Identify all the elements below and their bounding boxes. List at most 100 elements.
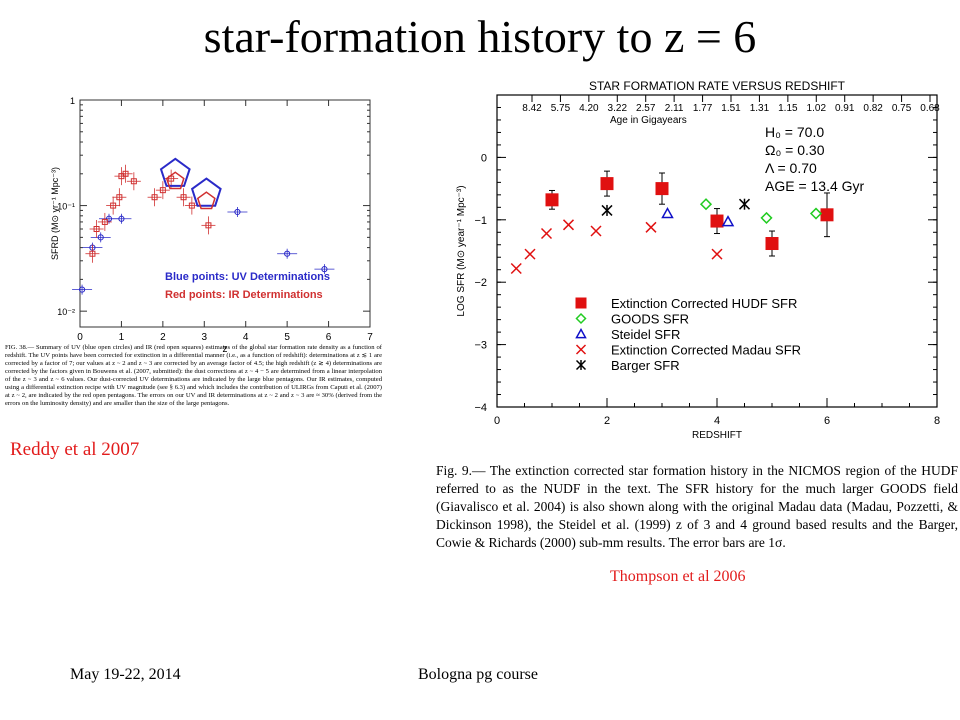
left-x-tick-label: 3 xyxy=(202,332,208,343)
right-marker-triangle xyxy=(575,327,587,339)
right-marker-square xyxy=(765,237,779,251)
right-x-tick-label: 8 xyxy=(934,415,940,427)
right-marker-x2 xyxy=(575,344,587,355)
right-marker-square xyxy=(820,208,834,222)
left-ir-point xyxy=(101,218,108,225)
right-legend-label: Extinction Corrected HUDF SFR xyxy=(611,296,797,311)
left-x-tick-label: 4 xyxy=(243,332,249,343)
right-marker-star-b xyxy=(575,359,587,371)
right-marker-star-a xyxy=(738,198,751,210)
right-top-tick-label: 8.42 xyxy=(522,103,542,114)
right-marker-star-b xyxy=(601,204,613,216)
right-top-axis-label: Age in Gigayears xyxy=(610,115,687,126)
left-y-tick-label: 10⁻¹ xyxy=(57,202,75,212)
right-plot-frame xyxy=(496,94,938,408)
footer-course: Bologna pg course xyxy=(418,666,538,683)
right-marker-x2 xyxy=(645,221,657,233)
right-cosmology-line: Ω₀ = 0.30 xyxy=(765,142,825,158)
right-marker-x xyxy=(590,225,602,237)
right-top-tick-label: 2.11 xyxy=(665,103,684,114)
right-y-tick-label: −3 xyxy=(474,340,487,352)
left-ir-point xyxy=(180,194,187,201)
right-marker-diamond xyxy=(575,312,587,325)
right-top-tick-label: 1.51 xyxy=(721,103,741,114)
left-ir-point xyxy=(159,187,166,194)
right-y-tick-label: −1 xyxy=(474,215,487,227)
right-top-tick-label: 1.15 xyxy=(778,103,798,114)
right-legend-label: Steidel SFR xyxy=(611,327,680,342)
right-marker-diamond xyxy=(809,207,823,220)
left-ir-pentagon xyxy=(165,171,185,190)
left-legend-ir: Red points: IR Determinations xyxy=(165,289,323,301)
left-ir-point xyxy=(168,175,175,182)
right-top-tick-label: 4.20 xyxy=(579,103,599,114)
right-marker-diamond xyxy=(699,198,713,211)
left-plot-frame xyxy=(79,99,371,328)
left-figure-caption: FIG. 38.— Summary of UV (blue open circl… xyxy=(5,344,382,407)
right-cosmology-line: H₀ = 70.0 xyxy=(765,124,824,140)
left-uv-point xyxy=(118,215,125,222)
left-x-tick-label: 1 xyxy=(119,332,125,343)
right-y-tick-label: −4 xyxy=(474,402,487,414)
right-top-tick-label: 0.75 xyxy=(892,103,912,114)
left-ir-point xyxy=(122,170,129,177)
right-marker-square xyxy=(710,214,724,228)
right-marker-x2 xyxy=(510,262,522,275)
left-ir-point xyxy=(110,202,117,209)
left-ir-point xyxy=(89,250,96,257)
right-top-tick-label: 2.57 xyxy=(636,103,656,114)
left-ir-point xyxy=(151,194,158,201)
right-marker-x xyxy=(645,221,657,233)
right-marker-x2 xyxy=(562,219,575,231)
left-x-tick-label: 2 xyxy=(160,332,166,343)
right-marker-x xyxy=(540,227,553,240)
right-y-tick-label: −2 xyxy=(474,277,487,289)
left-uv-pentagon xyxy=(159,157,191,187)
right-figure-caption: Fig. 9.— The extinction corrected star f… xyxy=(436,463,958,550)
right-legend-label: Extinction Corrected Madau SFR xyxy=(611,343,801,358)
left-ir-point xyxy=(205,222,212,229)
right-x-axis-label: REDSHIFT xyxy=(692,430,742,441)
right-cosmology-line: Λ = 0.70 xyxy=(765,160,817,176)
right-marker-triangle xyxy=(661,207,674,219)
left-uv-pentagon xyxy=(190,177,222,207)
right-marker-x2 xyxy=(590,225,602,237)
right-top-tick-label: 0.91 xyxy=(835,103,855,114)
left-ir-point xyxy=(93,226,100,233)
right-marker-x2 xyxy=(540,227,553,240)
left-uv-point xyxy=(321,266,328,273)
left-uv-point xyxy=(78,286,86,293)
right-marker-diamond xyxy=(760,211,773,224)
right-x-tick-label: 6 xyxy=(824,415,830,427)
left-ir-pentagon xyxy=(196,191,216,210)
right-top-tick-label: 1.02 xyxy=(807,103,827,114)
right-marker-star-b xyxy=(738,198,751,210)
right-chart-title: STAR FORMATION RATE VERSUS REDSHIFT xyxy=(589,79,846,93)
right-marker-x xyxy=(711,248,723,260)
right-marker-x xyxy=(562,219,575,231)
left-x-tick-label: 7 xyxy=(367,332,373,343)
left-x-tick-label: 0 xyxy=(77,332,83,343)
left-y-tick-label: 10⁻² xyxy=(57,307,75,317)
slide-title: star-formation history to z = 6 xyxy=(203,11,757,62)
right-x-tick-label: 0 xyxy=(494,415,500,427)
right-marker-x2 xyxy=(524,248,536,260)
left-y-axis-label: SFRD (M⊙ yr⁻¹ Mpc⁻³) xyxy=(50,167,60,260)
right-marker-star-a xyxy=(575,359,587,371)
left-uv-point xyxy=(89,244,96,251)
right-marker-triangle xyxy=(721,215,735,227)
left-ir-point xyxy=(130,178,137,185)
right-top-tick-label: 1.31 xyxy=(750,103,770,114)
right-marker-star-a xyxy=(601,204,613,216)
right-legend-label: Barger SFR xyxy=(611,358,680,373)
left-x-tick-label: 6 xyxy=(326,332,332,343)
right-top-tick-label: 5.75 xyxy=(551,103,571,114)
left-uv-point xyxy=(97,234,104,241)
footer-date: May 19-22, 2014 xyxy=(70,666,181,683)
left-x-tick-label: 5 xyxy=(284,332,290,343)
right-top-tick-label: 0.82 xyxy=(863,103,883,114)
right-legend-label: GOODS SFR xyxy=(611,312,689,327)
right-marker-square xyxy=(545,193,559,207)
left-uv-point xyxy=(284,250,291,257)
right-marker-square xyxy=(575,297,587,309)
